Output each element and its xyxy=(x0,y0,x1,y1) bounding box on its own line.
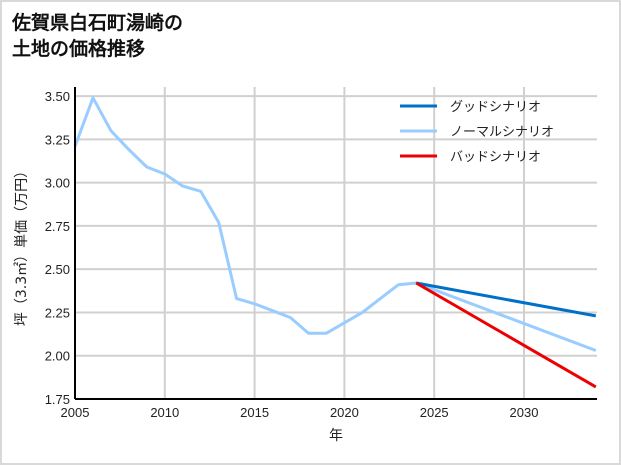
x-axis-ticks: 2005 2010 2015 2020 2025 2030 xyxy=(61,405,539,420)
x-tick-label: 2015 xyxy=(240,405,269,420)
x-axis-label: 年 xyxy=(329,428,343,444)
grid-lines xyxy=(75,87,597,399)
chart-title: 佐賀県白石町湯崎の 土地の価格推移 xyxy=(12,10,183,62)
series-line-0 xyxy=(415,281,597,318)
y-tick-label: 3.50 xyxy=(45,89,70,104)
y-tick-label: 2.25 xyxy=(45,305,70,320)
x-tick-label: 2020 xyxy=(330,405,359,420)
y-tick-label: 2.00 xyxy=(45,349,70,364)
y-tick-label: 2.50 xyxy=(45,262,70,277)
y-axis-label: 坪（3.3㎡）単価（万円） xyxy=(14,164,30,326)
y-tick-label: 3.25 xyxy=(45,132,70,147)
legend-label: グッドシナリオ xyxy=(450,100,541,115)
legend-label: ノーマルシナリオ xyxy=(450,125,554,140)
chart-title-line-2: 土地の価格推移 xyxy=(12,38,146,60)
x-tick-label: 2030 xyxy=(510,405,539,420)
y-tick-label: 3.00 xyxy=(45,176,70,191)
series-line-1 xyxy=(73,96,597,352)
series-line-2 xyxy=(415,281,597,389)
legend-label: バッドシナリオ xyxy=(450,150,541,165)
axes xyxy=(74,87,597,400)
chart-title-line-1: 佐賀県白石町湯崎の xyxy=(12,12,184,34)
y-axis-ticks: 1.75 2.00 2.25 2.50 2.75 3.00 3.25 3.50 xyxy=(45,89,70,407)
y-tick-label: 1.75 xyxy=(45,392,70,407)
x-tick-label: 2005 xyxy=(61,405,90,420)
x-tick-label: 2025 xyxy=(420,405,449,420)
y-tick-label: 2.75 xyxy=(45,219,70,234)
x-tick-label: 2010 xyxy=(150,405,179,420)
data-lines xyxy=(73,96,597,389)
